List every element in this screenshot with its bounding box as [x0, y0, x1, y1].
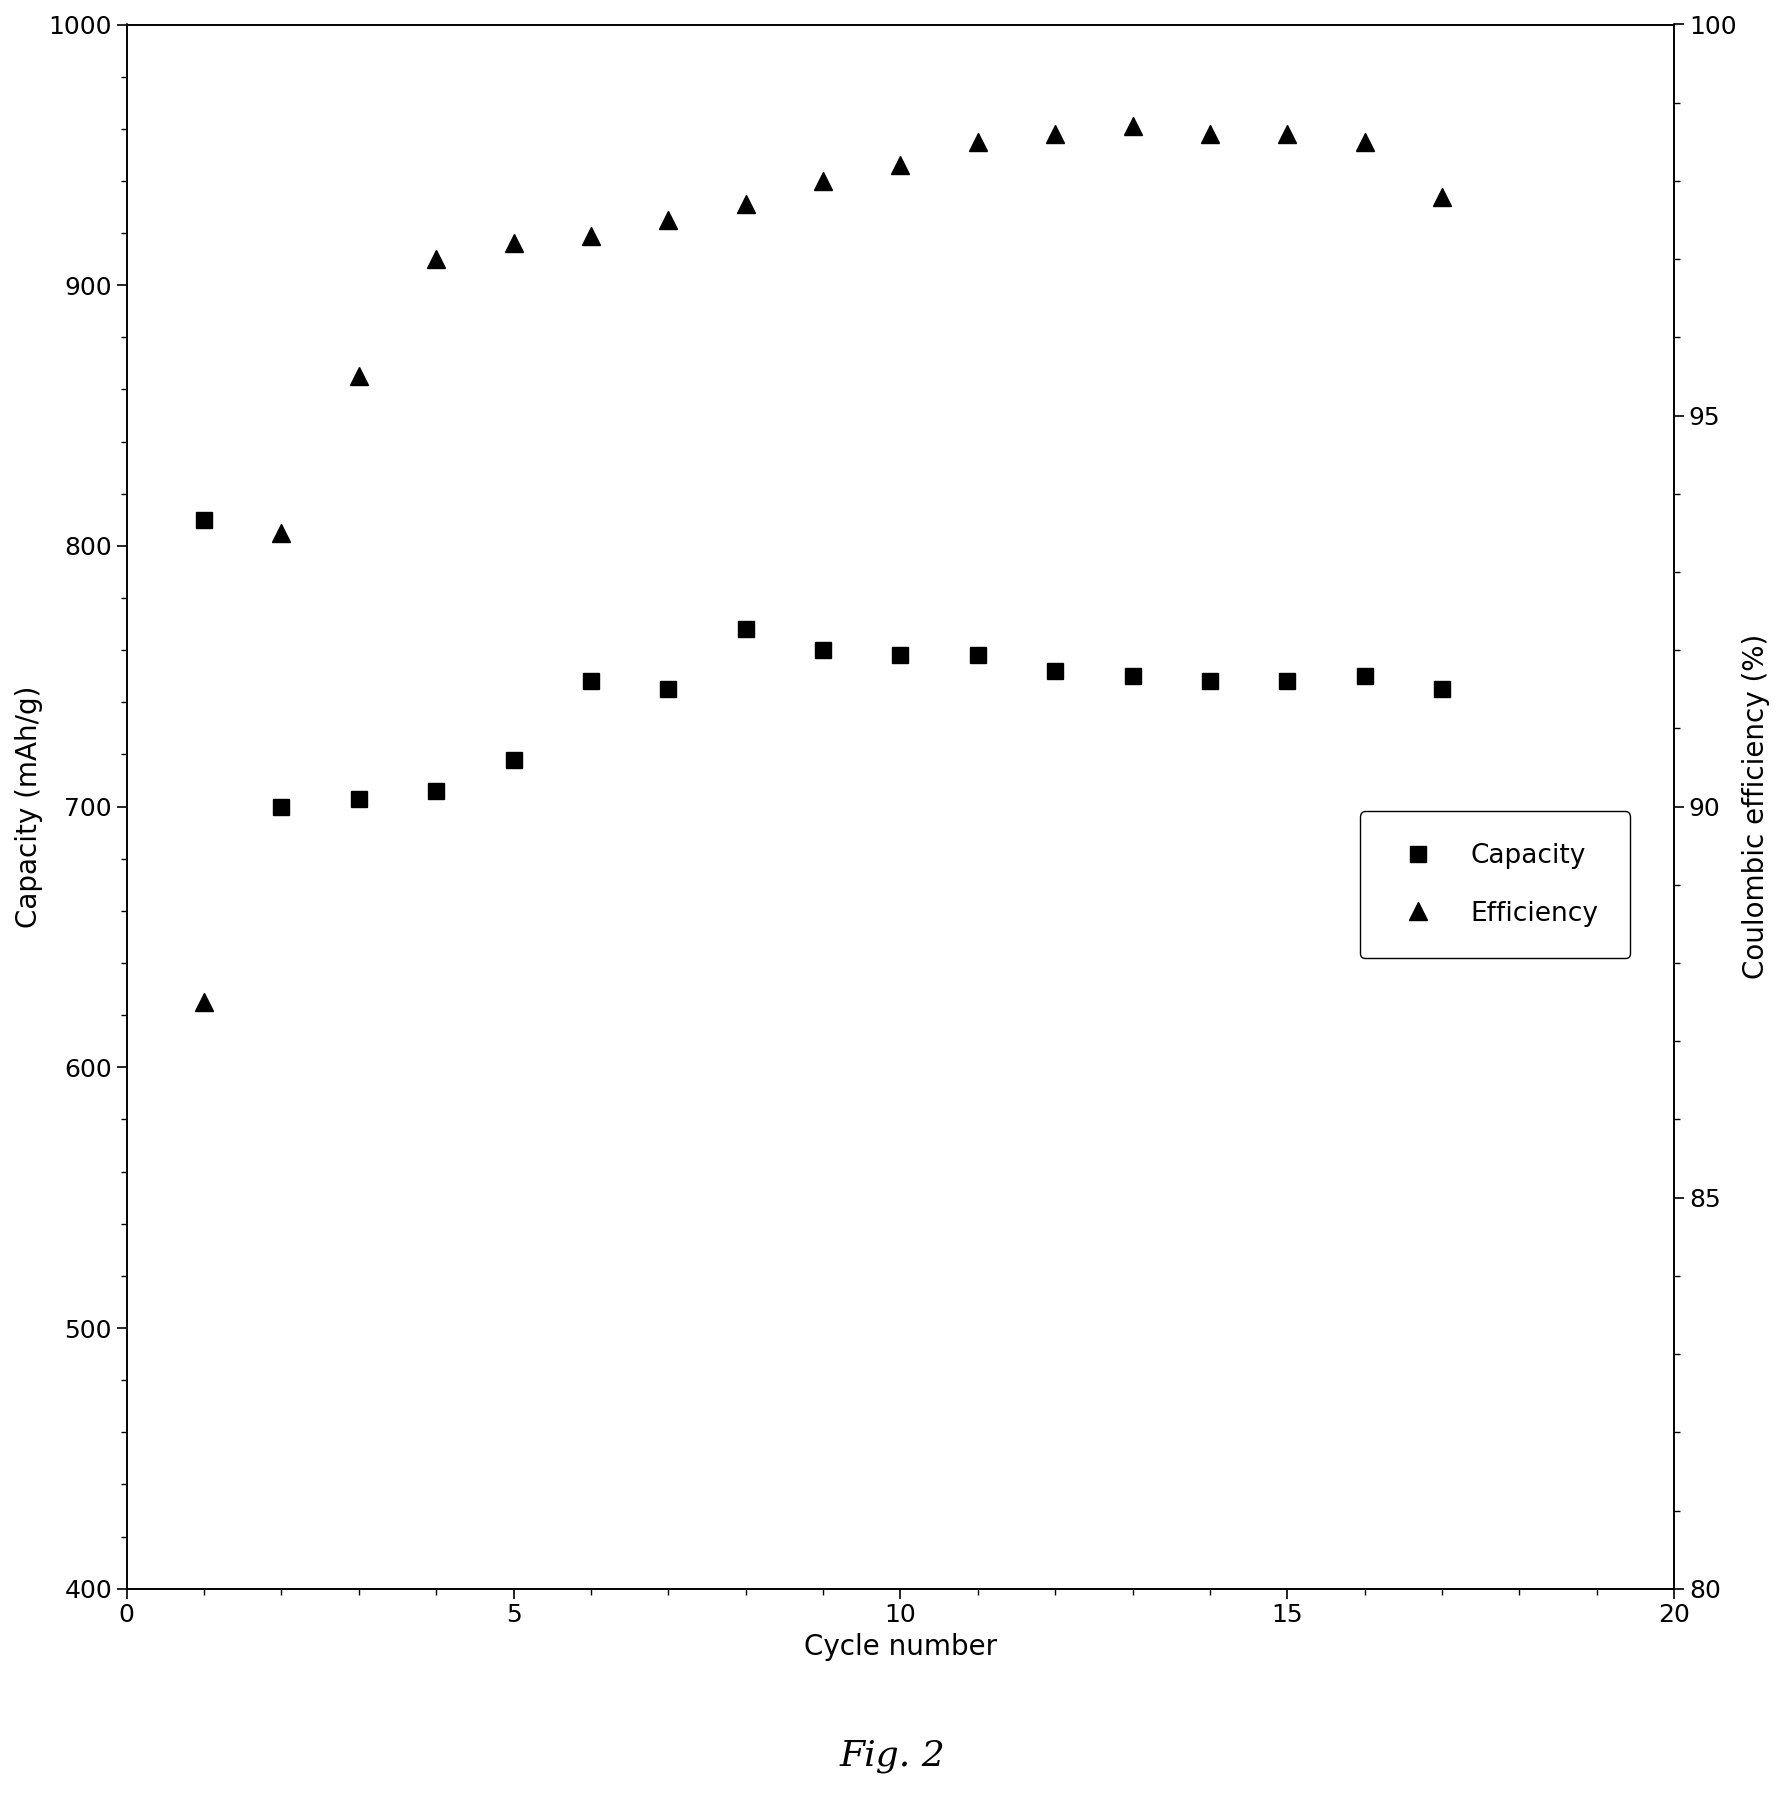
Y-axis label: Coulombic efficiency (%): Coulombic efficiency (%) [1742, 634, 1771, 978]
Text: Fig. 2: Fig. 2 [839, 1739, 946, 1773]
X-axis label: Cycle number: Cycle number [803, 1633, 998, 1661]
Y-axis label: Capacity (mAh/g): Capacity (mAh/g) [14, 685, 43, 928]
Legend: Capacity, Efficiency: Capacity, Efficiency [1360, 811, 1630, 959]
